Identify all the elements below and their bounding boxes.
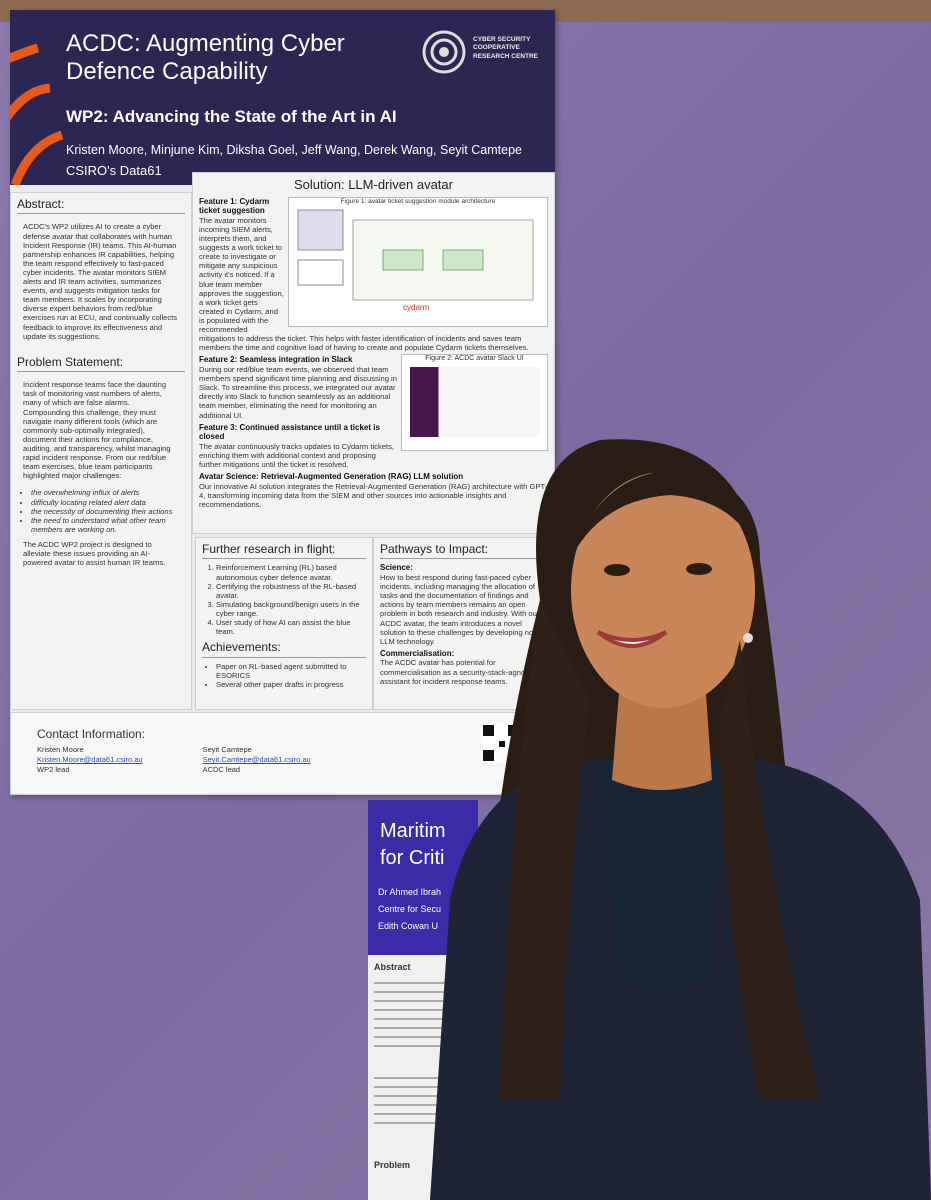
problem-bullet: difficulty locating related alert data bbox=[31, 498, 185, 507]
achievement-item: Several other paper drafts in progress bbox=[216, 680, 366, 689]
org-name: CYBER SECURITY COOPERATIVE RESEARCH CENT… bbox=[473, 36, 539, 60]
contact-panel: Contact Information: Kristen Moore Kriste… bbox=[10, 712, 555, 795]
solution-heading: Solution: LLM-driven avatar bbox=[294, 177, 453, 192]
problem-heading: Problem Statement: bbox=[17, 355, 185, 373]
feature-text: During our red/blue team events, we obse… bbox=[199, 365, 397, 420]
contact-person: Seyit Camtepe Seyit.Camtepe@data61.csiro.… bbox=[203, 745, 311, 774]
feature-text: Our innovative AI solution integrates th… bbox=[199, 481, 548, 509]
contact-email: Kristen.Moore@data61.csiro.au bbox=[37, 755, 143, 765]
face bbox=[571, 472, 755, 708]
achievements-list: Paper on RL-based agent submitted to ESO… bbox=[202, 662, 366, 689]
left-eye bbox=[604, 564, 630, 576]
poster: ACDC: Augmenting Cyber Defence Capabilit… bbox=[10, 10, 555, 795]
second-authors: Dr Ahmed Ibrah Centre for Secu Edith Cowan… bbox=[378, 884, 478, 935]
sweater bbox=[600, 760, 720, 990]
contact-people: Kristen Moore Kristen.Moore@data61.csiro.… bbox=[37, 745, 548, 774]
svg-text:cydarm: cydarm bbox=[403, 303, 430, 312]
right-eye bbox=[686, 563, 712, 575]
neck bbox=[612, 680, 712, 790]
logo-arcs bbox=[10, 43, 64, 185]
second-author-line: Edith Cowan U bbox=[378, 921, 439, 932]
features: Feature 1: Cydarm ticket suggestion The a… bbox=[199, 197, 548, 510]
feature-text: The avatar continuously tracks updates t… bbox=[199, 441, 394, 470]
contact-email: Seyit.Camtepe@data61.csiro.au bbox=[202, 755, 311, 765]
problem-text: Incident response teams face the dauntin… bbox=[23, 380, 171, 481]
problem-bullet: the need to understand what other team m… bbox=[31, 516, 185, 534]
contact-role: WP2 lead bbox=[37, 764, 70, 774]
problem-bullets: the overwhelming influx of alertsdifficu… bbox=[17, 488, 185, 534]
abstract-panel: Abstract: ACDC's WP2 utilizes AI to crea… bbox=[10, 192, 192, 710]
feature-title: Avatar Science: Retrieval-Augmented Gene… bbox=[199, 472, 464, 482]
solution-panel: Solution: LLM-driven avatar Figure 1: av… bbox=[192, 172, 555, 534]
abstract-text: ACDC's WP2 utilizes AI to create a cyber… bbox=[23, 222, 178, 341]
second-abstract-heading: Abstract bbox=[374, 962, 411, 972]
feature-title: Feature 3: Continued assistance until a … bbox=[199, 422, 380, 442]
feature-text: The avatar monitors incoming SIEM alerts… bbox=[199, 215, 529, 353]
feature-title: Feature 2: Seamless integration in Slack bbox=[199, 355, 353, 365]
poster-header: ACDC: Augmenting Cyber Defence Capabilit… bbox=[10, 10, 555, 185]
second-title-line: for Criti bbox=[380, 847, 445, 869]
further-panel: Further research in flight: Reinforcemen… bbox=[195, 537, 373, 710]
figure-2-caption: Figure 2: ACDC avatar Slack UI bbox=[425, 355, 524, 363]
achievements-heading: Achievements: bbox=[202, 640, 366, 658]
hair-left bbox=[500, 600, 590, 1100]
contact-person: Kristen Moore Kristen.Moore@data61.csiro.… bbox=[37, 745, 143, 774]
authors: Kristen Moore, Minjune Kim, Diksha Goel,… bbox=[66, 143, 522, 157]
pathways-heading: Pathways to Impact: bbox=[380, 542, 548, 560]
commercial-heading: Commercialisation: bbox=[380, 648, 455, 658]
figure-2: Figure 2: ACDC avatar Slack UI bbox=[401, 354, 548, 452]
science-heading: Science: bbox=[380, 563, 413, 573]
poster-title: ACDC: Augmenting Cyber Defence Capabilit… bbox=[66, 30, 345, 85]
second-title-line: Maritim bbox=[380, 820, 446, 842]
contact-name: Kristen Moore bbox=[37, 745, 84, 755]
achievement-item: Paper on RL-based agent submitted to ESO… bbox=[216, 662, 366, 680]
figure-1-caption: Figure 1: avatar ticket suggestion modul… bbox=[340, 197, 496, 205]
further-item: Simulating background/benign users in th… bbox=[216, 600, 366, 618]
affiliation: CSIRO's Data61 bbox=[66, 163, 162, 178]
further-list: Reinforcement Learning (RL) based autono… bbox=[202, 563, 366, 636]
hair-fringe bbox=[570, 470, 760, 560]
problem-bullet: the overwhelming influx of alerts bbox=[31, 488, 185, 497]
crc-logo bbox=[422, 30, 466, 74]
contact-heading: Contact Information: bbox=[37, 727, 146, 741]
feature-title: Feature 1: Cydarm ticket suggestion bbox=[199, 196, 270, 216]
figure-1-diagram: cydarm bbox=[297, 209, 534, 312]
problem-closing: The ACDC WP2 project is designed to alle… bbox=[23, 539, 166, 568]
abstract-heading: Abstract: bbox=[17, 197, 185, 215]
contact-role: ACDC lead bbox=[202, 764, 241, 774]
second-author-line: Centre for Secu bbox=[378, 904, 442, 915]
commercial-text: The ACDC avatar has potential for commer… bbox=[380, 658, 546, 686]
slack-screenshot bbox=[409, 366, 540, 437]
hair-right bbox=[720, 640, 820, 1100]
second-title: Maritim for Criti bbox=[380, 818, 478, 872]
second-problem-heading: Problem bbox=[374, 1160, 411, 1170]
further-item: Reinforcement Learning (RL) based autono… bbox=[216, 563, 366, 581]
further-item: User study of how AI can assist the blue… bbox=[216, 618, 366, 636]
problem-bullet: the necessity of documenting their actio… bbox=[31, 507, 185, 516]
further-heading: Further research in flight: bbox=[202, 542, 366, 560]
second-author-line: Dr Ahmed Ibrah bbox=[378, 887, 442, 897]
further-item: Certifying the robustness of the RL-base… bbox=[216, 582, 366, 600]
poster-subtitle: WP2: Advancing the State of the Art in A… bbox=[66, 107, 397, 126]
science-text: How to best respond during fast-paced cy… bbox=[380, 572, 543, 646]
earring bbox=[743, 633, 753, 643]
contact-name: Seyit Camtepe bbox=[202, 745, 252, 755]
smile bbox=[596, 630, 668, 648]
figure-1: Figure 1: avatar ticket suggestion modul… bbox=[288, 196, 548, 327]
